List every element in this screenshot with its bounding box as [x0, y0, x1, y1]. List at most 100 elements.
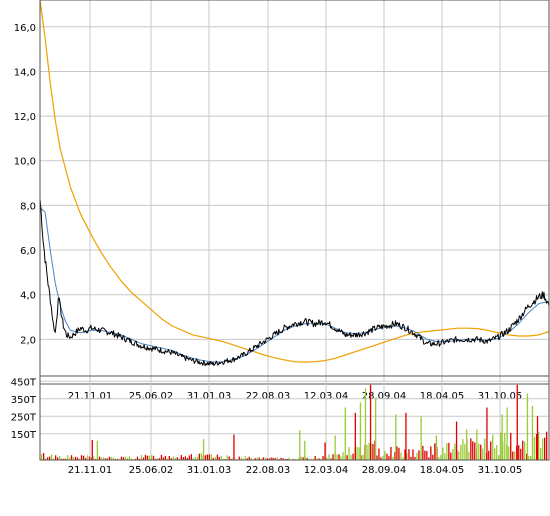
volume-bar: [462, 439, 464, 460]
volume-bar: [192, 458, 194, 460]
volume-bar: [148, 455, 151, 460]
volume-y-tick-label: 350T: [11, 395, 37, 406]
volume-bar: [84, 457, 87, 460]
volume-bar: [63, 458, 65, 460]
volume-bar: [458, 451, 460, 460]
volume-bar: [41, 454, 43, 460]
volume-bar: [43, 453, 45, 460]
volume-bar: [66, 455, 69, 460]
volume-bar: [92, 456, 95, 460]
volume-bar: [214, 456, 216, 460]
volume-spike-bar: [324, 442, 326, 460]
volume-bar: [196, 456, 198, 460]
volume-bar: [90, 458, 93, 460]
volume-spike-bar: [395, 414, 397, 460]
volume-bar: [200, 453, 202, 460]
volume-bar: [424, 450, 426, 460]
volume-bar: [378, 448, 380, 460]
volume-bar: [150, 455, 153, 460]
volume-spike-bar: [405, 412, 407, 461]
volume-bar: [450, 452, 452, 460]
volume-bar: [164, 456, 167, 460]
volume-bar: [520, 448, 522, 460]
volume-bar: [126, 457, 129, 460]
price-x-axis: 21.11.01 25.06.02 31.01.03 22.08.03 12.03.04…: [68, 391, 523, 402]
volume-bar: [244, 456, 246, 460]
volume-x-tick-label: 31.01.03: [187, 465, 232, 476]
volume-bar: [544, 437, 546, 460]
volume-grid: [40, 376, 549, 460]
volume-bar: [112, 457, 115, 460]
volume-bar: [144, 455, 147, 460]
volume-bar: [530, 456, 532, 460]
price-plot-frame: [39, 0, 550, 385]
volume-bar: [474, 442, 476, 460]
volume-bar: [536, 434, 538, 460]
volume-x-axis: 21.11.01 25.06.02 31.01.03 22.08.03 12.03.04…: [68, 465, 523, 476]
price-y-tick-label: 12,0: [14, 112, 36, 123]
volume-bar: [538, 432, 540, 460]
volume-spike-bar: [96, 440, 98, 461]
volume-y-tick-label: 450T: [11, 377, 37, 388]
volume-bar: [306, 457, 308, 460]
price-y-tick-label: 6,0: [20, 246, 36, 257]
volume-bars: [41, 384, 548, 461]
volume-bar: [348, 447, 350, 460]
volume-bar: [76, 457, 79, 460]
volume-bar: [82, 455, 85, 460]
volume-x-tick-label: 31.10.05: [478, 465, 523, 476]
volume-bar: [312, 458, 314, 460]
volume-bar: [216, 454, 218, 460]
volume-bar: [212, 458, 214, 460]
volume-bar: [288, 457, 290, 460]
volume-bar: [524, 441, 526, 460]
volume-bar: [408, 449, 410, 460]
volume-bar: [432, 454, 434, 460]
volume-bar: [488, 450, 490, 460]
volume-spike-bar: [202, 439, 205, 460]
volume-bar: [340, 456, 342, 460]
volume-bar: [410, 456, 412, 460]
volume-bar: [444, 453, 446, 460]
volume-bar: [276, 457, 278, 460]
volume-bar: [88, 456, 91, 460]
volume-bar: [412, 449, 414, 460]
volume-bar: [110, 457, 113, 460]
volume-bar: [176, 457, 178, 460]
volume-bar: [158, 458, 161, 460]
volume-bar: [140, 454, 143, 460]
volume-bar: [512, 451, 514, 460]
volume-bar: [266, 458, 268, 460]
volume-spike-bar: [501, 414, 503, 460]
volume-bar: [322, 456, 324, 460]
volume-x-tick-label: 22.08.03: [246, 465, 291, 476]
volume-bar: [540, 448, 542, 460]
price-y-tick-label: 14,0: [14, 67, 36, 78]
volume-bar: [292, 458, 294, 460]
volume-bar: [106, 458, 109, 460]
volume-bar: [302, 457, 304, 460]
volume-bar: [280, 457, 282, 460]
volume-bar: [264, 457, 266, 460]
volume-bar: [174, 457, 176, 460]
volume-spike-bar: [536, 416, 539, 461]
volume-spike-bar: [506, 407, 508, 460]
volume-spike-bar: [531, 405, 534, 461]
volume-spike-bar: [299, 430, 301, 461]
volume-bar: [102, 457, 105, 460]
volume-bar: [246, 458, 248, 460]
volume-bar: [352, 453, 354, 460]
volume-bar: [534, 437, 536, 460]
volume-bar: [428, 457, 430, 460]
volume-bar: [398, 447, 400, 460]
volume-bar: [500, 432, 502, 460]
volume-bar: [404, 449, 406, 460]
volume-x-tick-label: 28.09.04: [362, 465, 407, 476]
volume-bar: [514, 451, 516, 460]
volume-bar: [376, 455, 378, 460]
volume-spike-bar: [344, 407, 346, 460]
volume-x-tick-label: 18.04.05: [420, 465, 465, 476]
volume-bar: [526, 453, 528, 460]
volume-bar: [152, 455, 155, 460]
volume-bar: [254, 458, 256, 460]
